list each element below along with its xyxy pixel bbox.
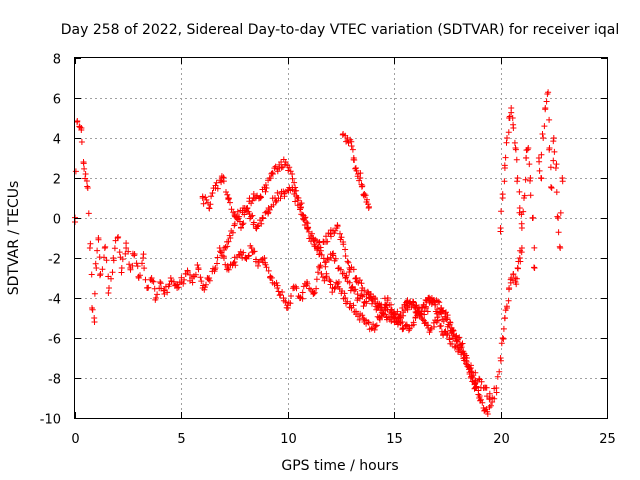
series-trace (536, 89, 566, 250)
series-trace (497, 109, 538, 271)
x-tick-label: 15 (386, 432, 403, 447)
y-tick-label: -6 (48, 333, 61, 348)
data-point (540, 135, 547, 141)
x-tick-label: 5 (177, 432, 185, 447)
series-trace (339, 131, 372, 210)
data-point (555, 215, 562, 221)
data-point (93, 265, 100, 271)
series-segment-5 (497, 105, 538, 271)
y-tick-label: 4 (53, 133, 61, 148)
plot-frame (74, 57, 608, 419)
data-point (552, 165, 559, 171)
y-tick-label: 6 (53, 93, 61, 108)
series-trace (221, 184, 483, 399)
y-tick-label: -10 (40, 413, 61, 428)
x-tick-label: 25 (599, 432, 616, 447)
y-tick-labels: 8 6 4 2 0 -2 -4 -6 -8 -10 (40, 53, 61, 428)
data-point (469, 375, 476, 381)
y-tick-label: -4 (48, 293, 61, 308)
y-tick-label: -8 (48, 373, 61, 388)
series-segment-3 (221, 184, 483, 401)
series-segment-6 (535, 89, 566, 251)
data-point (157, 279, 164, 285)
data-point (106, 285, 112, 291)
y-tick-label: 0 (53, 213, 61, 228)
chart-title: Day 258 of 2022, Sidereal Day-to-day VTE… (61, 22, 619, 38)
x-tick-labels: 0 5 10 15 20 25 (71, 432, 615, 447)
x-axis-label: GPS time / hours (281, 458, 398, 474)
x-tick-label: 10 (280, 432, 297, 447)
series-segment-4 (339, 131, 372, 211)
data-point (167, 275, 174, 281)
y-tick-label: -2 (48, 253, 61, 268)
data-point (352, 165, 359, 171)
data-point (499, 335, 506, 341)
axis-ticks (75, 58, 608, 419)
data-point (316, 265, 323, 271)
x-tick-label: 0 (71, 432, 79, 447)
data-point (548, 185, 555, 191)
data-point (531, 265, 538, 271)
y-tick-label: 8 (53, 53, 61, 68)
y-axis-label: SDTVAR / TECUs (6, 181, 22, 296)
x-tick-label: 20 (493, 432, 510, 447)
y-tick-label: 2 (53, 173, 61, 188)
